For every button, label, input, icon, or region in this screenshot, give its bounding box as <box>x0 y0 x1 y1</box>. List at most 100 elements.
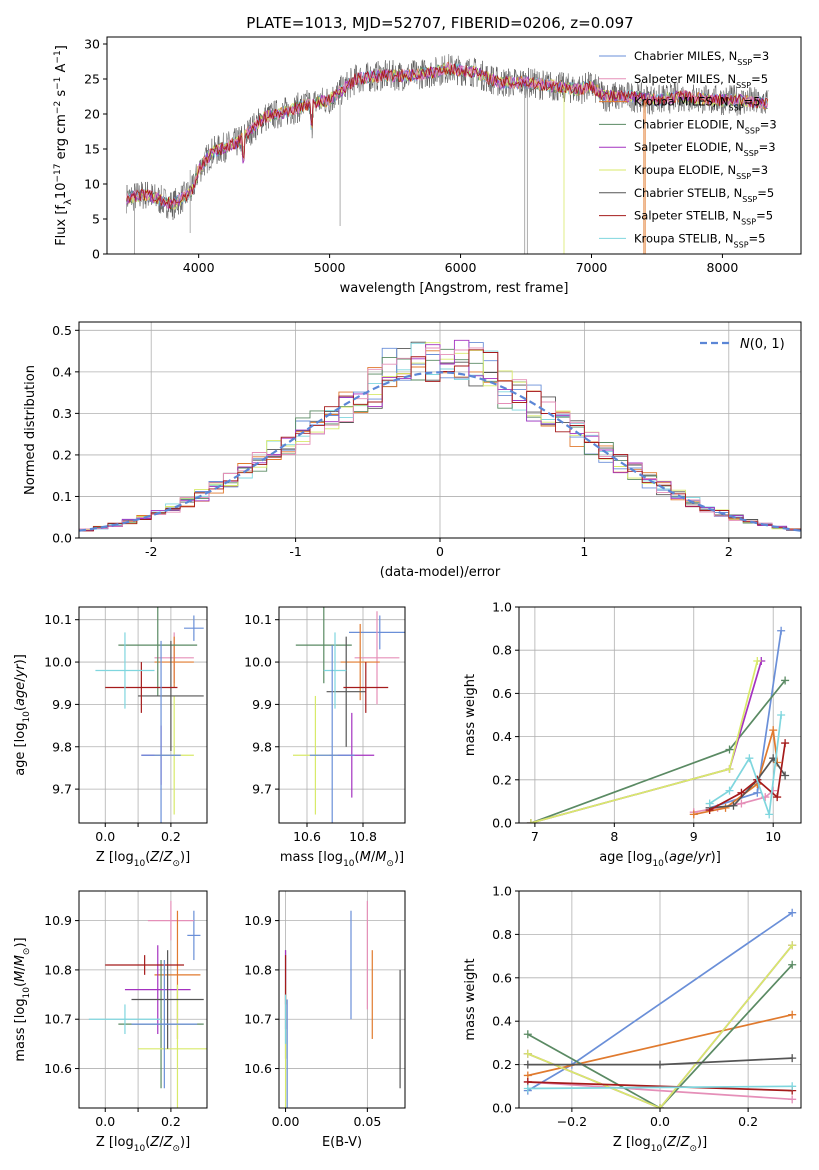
label-part: ( <box>13 982 28 987</box>
weight-marker <box>753 657 762 665</box>
weight-marker <box>725 745 734 754</box>
legend-label: N(0, 1) <box>740 337 785 352</box>
weight-marker <box>773 793 782 802</box>
label-part: mass weight <box>463 958 478 1040</box>
y-tick-label: 15 <box>84 142 100 157</box>
y-tick-label: 10 <box>84 177 100 192</box>
label-part: Z <box>149 1135 160 1150</box>
x-tick-label: −0.2 <box>557 1114 587 1129</box>
x-tick-label: 0.0 <box>95 1114 115 1129</box>
panel-mass_vs_Z: 0.0 0.210.610.710.810.9Z [log10(Z/Z⊙)]mas… <box>13 890 208 1154</box>
y-tick-label: 10.7 <box>244 1012 272 1027</box>
y-tick-label: 9.8 <box>252 739 272 754</box>
mass_weight_vs_age-y-label: mass weight <box>463 674 478 756</box>
label-part: ⊙ <box>22 948 32 956</box>
weight-series <box>527 944 793 1108</box>
weight-marker <box>788 960 797 969</box>
x-tick-label: 10.8 <box>349 829 377 844</box>
weight-marker <box>705 799 714 808</box>
label-part: ( <box>145 1135 150 1150</box>
label-part: ⊙ <box>172 1144 180 1154</box>
y-tick-label: 0.5 <box>52 323 72 338</box>
weight-marker <box>765 810 774 819</box>
label-part: λ <box>63 199 74 205</box>
label-part: −2 <box>53 101 63 114</box>
y-tick-label: 10.8 <box>44 962 72 977</box>
weight-marker <box>788 1054 797 1063</box>
y-tick-label: 10.6 <box>44 1061 72 1076</box>
label-part: )] <box>697 1135 707 1150</box>
label-part: mass [log <box>13 998 28 1061</box>
weight-series <box>530 660 763 823</box>
label-part: N <box>740 337 750 352</box>
y-tick-label: 5 <box>92 212 100 227</box>
label-part: −1 <box>53 77 63 90</box>
residuals-x-label: (data-model)/error <box>380 565 501 580</box>
spectrum-y-label: Flux [fλ10−17 erg cm−2 s−1 A−1] <box>53 45 74 246</box>
label-part: Z [log <box>96 850 134 865</box>
weight-series <box>527 964 793 1108</box>
label-part: / <box>693 850 698 865</box>
plot-area <box>523 908 797 1108</box>
panel-mass_vs_ebv: 0.00 0.05 10.6 10.7 10.8 10.9 E(B-V) <box>244 890 406 1150</box>
label-part: )] <box>711 850 721 865</box>
spectrum-x-label: wavelength [Angstrom, rest frame] <box>340 281 569 296</box>
mass_vs_Z-x-label: Z [log10(Z/Z⊙)] <box>96 1135 190 1154</box>
weight-marker <box>788 941 797 950</box>
y-tick-label: 0.0 <box>52 531 72 546</box>
x-tick-label: 2 <box>725 544 733 559</box>
axes-frame <box>106 36 802 255</box>
weight-series <box>527 1081 793 1101</box>
y-tick-label: 1.0 <box>492 600 512 615</box>
legend-label: Kroupa MILES, NSSP=5 <box>634 95 760 113</box>
label-part: age [log <box>13 723 28 776</box>
x-tick-label: 5000 <box>314 260 346 275</box>
label-part: −17 <box>53 164 63 183</box>
x-tick-label: -2 <box>145 544 157 559</box>
weight-marker <box>781 676 790 685</box>
weight-marker <box>523 1030 532 1039</box>
y-tick-label: 0.2 <box>492 772 512 787</box>
label-part: )] <box>180 1135 190 1150</box>
weight-marker <box>526 819 535 823</box>
label-part: M <box>13 955 28 966</box>
axes-frame <box>78 606 208 824</box>
weight-marker <box>656 1060 664 1069</box>
y-tick-label: 0.0 <box>492 816 512 831</box>
label-part: Z <box>666 1135 677 1150</box>
y-tick-label: 0.2 <box>492 1057 512 1072</box>
label-part: Z <box>149 850 160 865</box>
weight-marker <box>523 1049 532 1058</box>
y-tick-label: 0.0 <box>492 1101 512 1116</box>
weight-marker <box>737 799 746 808</box>
label-part: 10 <box>651 1144 663 1154</box>
y-tick-label: 0.3 <box>52 406 72 421</box>
weight-marker <box>788 1095 797 1104</box>
weight-marker <box>788 1010 797 1019</box>
y-tick-label: 0.6 <box>492 970 512 985</box>
legend-label: Chabrier MILES, NSSP=3 <box>634 49 769 67</box>
label-part: Normed distribution <box>23 365 38 495</box>
residuals-y-label: Normed distribution <box>23 365 38 495</box>
spectrum-series <box>126 63 769 210</box>
y-tick-label: 0.4 <box>52 364 72 379</box>
age_vs_mass-x-label: mass [log10(M/M⊙)] <box>280 850 404 869</box>
legend-label: Salpeter STELIB, NSSP=5 <box>634 209 773 227</box>
label-part: ⊙ <box>689 1144 697 1154</box>
x-tick-label: 1 <box>580 544 588 559</box>
x-tick-label: 0.00 <box>272 1114 300 1129</box>
label-part: M <box>375 850 386 865</box>
weight-series <box>709 630 782 809</box>
label-part: (data-model)/error <box>380 565 501 580</box>
legend-label: Kroupa ELODIE, NSSP=3 <box>634 163 768 181</box>
y-tick-label: 10.6 <box>244 1061 272 1076</box>
weight-marker <box>781 771 790 780</box>
x-tick-label: -1 <box>289 544 301 559</box>
label-part: yr <box>13 663 28 679</box>
label-part: ( <box>13 706 28 711</box>
x-tick-label: 4000 <box>183 260 215 275</box>
label-part: Flux [f <box>54 205 69 246</box>
x-tick-label: 10.6 <box>293 829 321 844</box>
